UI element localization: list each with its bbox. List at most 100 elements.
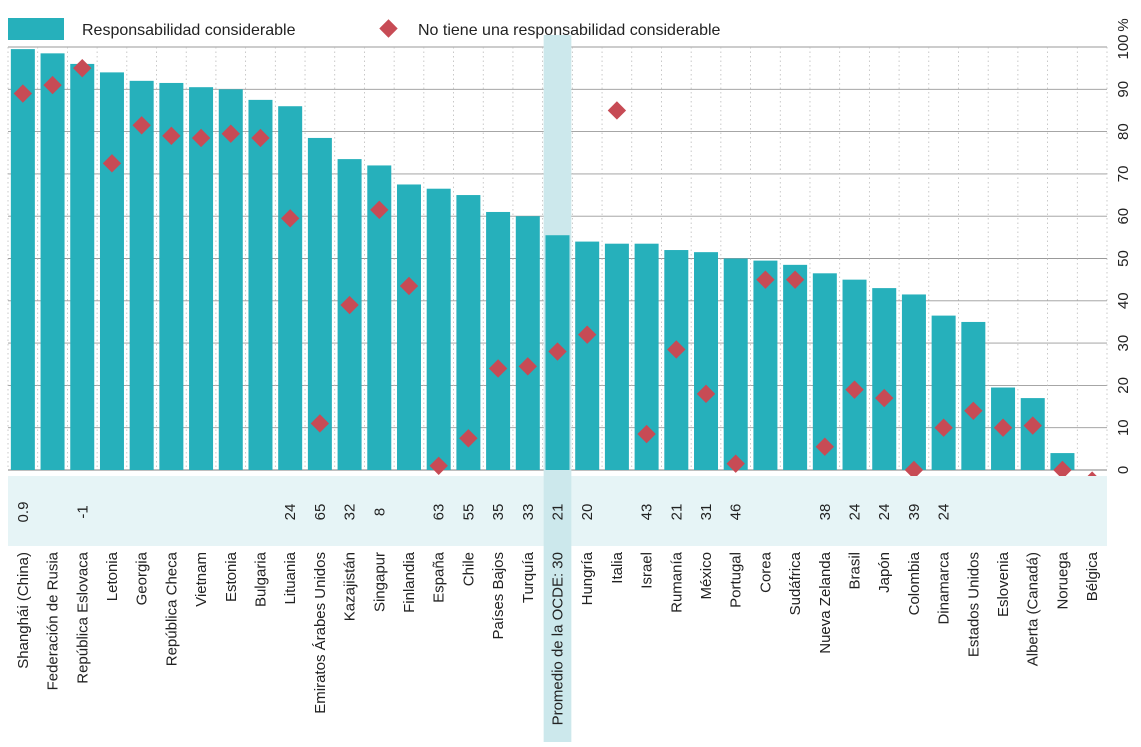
marker-point	[191, 128, 211, 148]
marker-point	[815, 437, 835, 456]
category-label: Georgia	[134, 551, 151, 605]
bar	[248, 99, 273, 470]
category-label: Colombia	[906, 551, 923, 615]
bar	[604, 243, 629, 470]
category-label: Letonia	[104, 551, 121, 601]
category-label: Kazajistán	[342, 552, 359, 621]
marker-point	[429, 456, 448, 475]
difference-label: 32	[342, 504, 359, 521]
marker-point	[280, 209, 300, 228]
marker-point	[251, 128, 270, 148]
category-label: Eslovenia	[995, 551, 1012, 617]
category-label: Portugal	[728, 552, 745, 608]
category-label: España	[431, 551, 448, 603]
bar	[486, 211, 511, 470]
bar	[10, 49, 35, 471]
bar	[129, 80, 154, 470]
y-tick-label: 10	[1115, 419, 1132, 436]
category-label: Nueva Zelanda	[817, 551, 834, 653]
bar	[278, 106, 303, 470]
bar	[723, 258, 748, 470]
marker-point	[310, 414, 330, 433]
marker-point	[548, 342, 567, 361]
y-axis: 0 10 20 30 40 50 60 70 80 90 100%	[1115, 18, 1132, 474]
difference-strip-highlight	[543, 476, 572, 546]
difference-label: 31	[698, 504, 715, 521]
y-tick-label: 90	[1115, 81, 1132, 98]
y-unit-label: %	[1115, 18, 1132, 31]
bar	[664, 250, 689, 470]
legend: Responsabilidad considerable No tiene un…	[8, 18, 721, 40]
bar	[337, 159, 362, 470]
difference-label: 0.9	[15, 502, 32, 523]
bar	[812, 273, 837, 470]
difference-strip: 0.9 -1 24 65 32 8 63 55 35 33 21 20 43 21 31 46 38 24 24 39…	[8, 476, 1107, 546]
category-label: Hungría	[579, 551, 596, 605]
marker-point	[1053, 460, 1072, 480]
difference-label: -1	[74, 505, 91, 518]
category-label: Noruega	[1054, 551, 1071, 609]
marker-point	[993, 418, 1013, 437]
difference-label: 38	[817, 504, 834, 521]
category-label: Alberta (Canadá)	[1025, 552, 1042, 666]
bar	[872, 288, 897, 470]
category-label: República Eslovaca	[74, 551, 91, 683]
category-label: Shanghái (China)	[15, 552, 32, 669]
bar	[456, 195, 481, 471]
difference-label: 43	[639, 504, 656, 521]
bar	[842, 279, 867, 470]
difference-label: 63	[431, 504, 448, 521]
marker-point	[607, 101, 627, 120]
legend-swatch-marker	[379, 19, 398, 38]
category-label: Singapur	[371, 552, 388, 612]
marker-point	[132, 116, 151, 135]
category-label: Lituania	[282, 551, 299, 604]
category-label: Estonia	[223, 551, 240, 602]
marker-point	[904, 460, 924, 480]
bar	[189, 87, 214, 470]
marker-point	[785, 270, 805, 289]
category-label: Países Bajos	[490, 552, 507, 640]
marker-point	[518, 357, 537, 376]
marker-point	[875, 388, 894, 408]
marker-point	[696, 384, 716, 404]
marker-point	[459, 429, 478, 448]
marker-point	[845, 380, 864, 399]
category-label: Dinamarca	[936, 551, 953, 624]
marker-point	[73, 58, 92, 78]
category-label: Bélgica	[1084, 551, 1101, 601]
marker-point	[43, 75, 62, 95]
y-tick-label: 0	[1115, 466, 1132, 474]
category-label: México	[698, 552, 715, 600]
marker-point	[340, 295, 359, 315]
bar	[901, 294, 926, 470]
category-label: Italia	[609, 551, 626, 583]
category-label: Federación de Rusia	[45, 551, 62, 690]
marker-point	[578, 325, 597, 344]
category-label: Emiratos Árabes Unidos	[312, 552, 329, 714]
x-axis: Shanghái (China) Federación de Rusia Repúb…	[15, 551, 1101, 725]
marker-point	[964, 401, 983, 420]
category-label: Estados Unidos	[965, 552, 982, 657]
marker-point	[370, 200, 389, 220]
bar	[426, 188, 451, 470]
category-label: Bulgaria	[252, 551, 269, 607]
bar	[694, 252, 719, 470]
difference-label: 21	[550, 504, 567, 521]
category-label: Sudáfrica	[787, 551, 804, 615]
y-tick-label: 40	[1115, 292, 1132, 309]
bar	[783, 264, 808, 470]
marker-point	[13, 84, 33, 103]
bar	[70, 63, 95, 471]
category-label: República Checa	[163, 551, 180, 666]
category-label: Turquía	[520, 551, 537, 603]
difference-label: 24	[282, 504, 299, 521]
y-tick-label: 60	[1115, 208, 1132, 225]
marker-point	[162, 126, 181, 146]
difference-label: 35	[490, 504, 507, 521]
marker-point	[637, 424, 656, 444]
difference-label: 39	[906, 504, 923, 521]
difference-label: 8	[371, 508, 388, 516]
